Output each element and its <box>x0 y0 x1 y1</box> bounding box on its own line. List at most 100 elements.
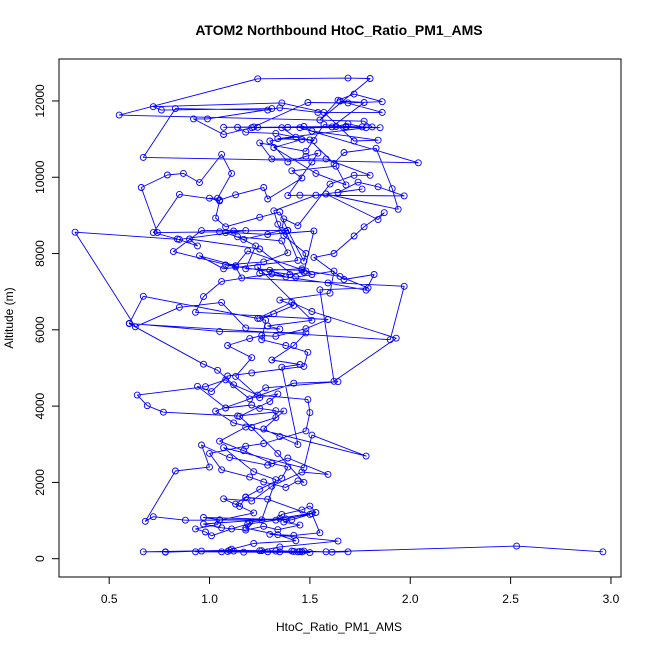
data-point <box>256 269 264 277</box>
data-point <box>298 468 306 476</box>
data-point <box>326 180 334 188</box>
data-point <box>270 207 278 215</box>
data-point <box>260 425 268 433</box>
x-tick-label: 1.0 <box>201 592 218 606</box>
data-point <box>218 150 226 158</box>
data-point <box>230 381 238 389</box>
data-point <box>224 342 232 349</box>
data-point <box>228 169 236 177</box>
data-point <box>192 525 199 533</box>
data-point <box>358 185 366 193</box>
data-point <box>268 459 276 467</box>
data-point <box>324 316 332 323</box>
data-point <box>284 463 292 471</box>
data-point <box>192 548 199 556</box>
data-point <box>326 289 334 297</box>
data-point <box>226 454 234 462</box>
data-point <box>330 267 338 275</box>
data-point <box>334 378 342 386</box>
data-point <box>222 376 230 384</box>
data-point <box>332 162 340 170</box>
data-point <box>380 209 388 217</box>
data-point <box>362 124 370 132</box>
data-point <box>242 526 250 534</box>
data-point <box>274 390 282 398</box>
y-axis-label: Altitude (m) <box>2 287 16 348</box>
data-point <box>230 547 238 555</box>
y-tick-label: 4000 <box>33 392 47 419</box>
x-axis-label: HtoC_Ratio_PM1_AMS <box>276 620 402 634</box>
data-point <box>354 178 362 186</box>
data-point <box>200 520 207 528</box>
data-point <box>262 316 270 324</box>
data-point <box>248 369 256 377</box>
data-point <box>284 192 292 200</box>
y-tick-label: 12000 <box>33 84 47 118</box>
data-point <box>186 235 193 243</box>
data-point <box>272 414 280 422</box>
data-point <box>260 478 268 486</box>
data-point <box>599 548 607 556</box>
data-point <box>194 382 201 390</box>
series-layer <box>71 74 607 557</box>
data-point <box>350 232 358 240</box>
data-point <box>266 266 274 274</box>
data-point <box>216 516 224 524</box>
data-point <box>304 396 312 404</box>
data-point <box>350 90 358 98</box>
data-point <box>248 354 256 362</box>
data-point <box>218 524 226 532</box>
data-point <box>314 149 322 157</box>
data-point <box>312 509 320 516</box>
data-point <box>296 521 304 529</box>
data-point <box>294 548 302 556</box>
data-point <box>344 74 352 82</box>
data-point <box>274 526 282 534</box>
data-point <box>202 383 209 391</box>
data-point <box>394 205 402 213</box>
data-point <box>306 136 314 144</box>
data-point <box>276 543 284 551</box>
data-point <box>312 191 320 199</box>
data-point <box>276 325 284 333</box>
data-point <box>278 510 286 518</box>
data-point <box>298 265 306 273</box>
y-tick-label: 8000 <box>33 240 47 267</box>
x-tick-label: 2.0 <box>402 592 419 606</box>
data-point <box>330 250 338 257</box>
data-point <box>294 222 302 230</box>
data-point <box>228 545 236 553</box>
data-point <box>240 447 248 455</box>
data-point <box>324 470 332 478</box>
data-point <box>360 99 368 106</box>
data-point <box>242 493 250 501</box>
data-point <box>304 348 312 356</box>
x-tick-label: 0.5 <box>101 592 118 606</box>
data-point <box>250 468 258 476</box>
data-point <box>302 329 310 337</box>
data-point <box>282 273 290 281</box>
data-point <box>324 279 332 287</box>
data-point <box>254 314 262 322</box>
data-point <box>218 298 226 306</box>
data-point <box>125 320 133 328</box>
data-point <box>220 444 228 452</box>
data-point <box>212 214 220 222</box>
data-point <box>400 192 408 200</box>
data-point <box>302 147 310 155</box>
data-point <box>302 152 310 160</box>
data-point <box>300 464 308 472</box>
data-point <box>222 404 230 412</box>
data-point <box>153 229 161 237</box>
data-point <box>256 314 264 322</box>
data-point <box>198 227 205 235</box>
data-point <box>268 356 276 364</box>
data-point <box>232 372 240 380</box>
data-point <box>260 440 268 447</box>
data-point <box>173 235 181 243</box>
data-point <box>143 402 151 410</box>
data-point <box>250 539 258 547</box>
data-point <box>71 228 79 236</box>
data-point <box>242 324 250 332</box>
data-point <box>268 482 276 490</box>
